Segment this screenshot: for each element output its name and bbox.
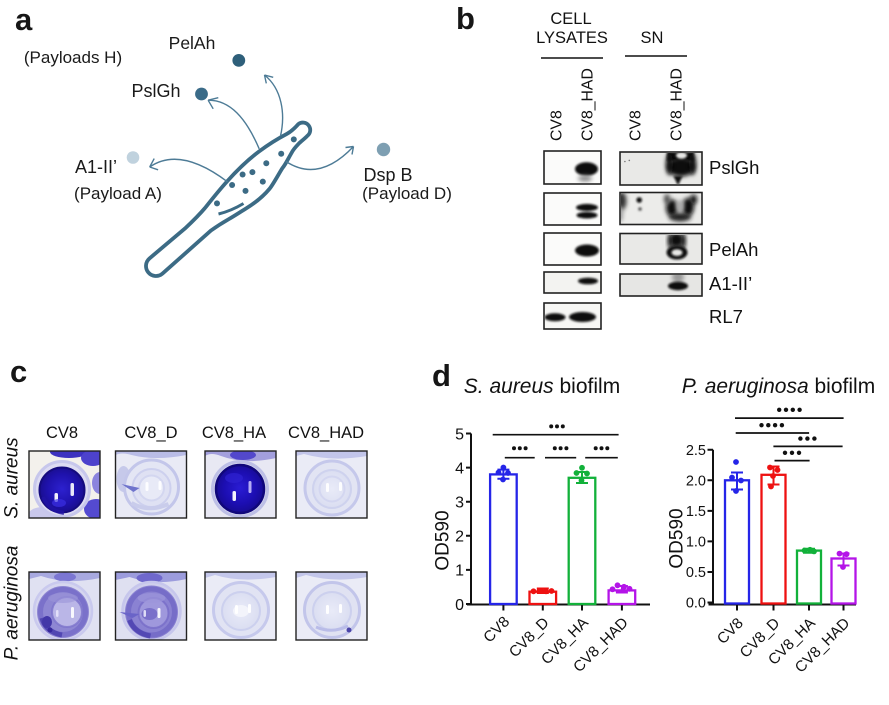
svg-text:1: 1	[455, 563, 464, 580]
svg-text:CV8_HAD: CV8_HAD	[580, 68, 597, 141]
svg-text:4: 4	[455, 460, 464, 477]
svg-text:P. aeruginosa biofilm: P. aeruginosa biofilm	[682, 375, 875, 398]
svg-text:1.5: 1.5	[686, 504, 706, 520]
svg-text:2: 2	[455, 529, 464, 546]
svg-text:PslGh: PslGh	[709, 157, 759, 178]
svg-text:Dsp B: Dsp B	[363, 165, 412, 185]
svg-text:OD590: OD590	[667, 508, 688, 568]
svg-text:CV8_HA: CV8_HA	[202, 424, 266, 442]
svg-text:OD590: OD590	[433, 510, 454, 570]
svg-text:P. aeruginosa: P. aeruginosa	[2, 546, 23, 661]
svg-text:CV8_HAD: CV8_HAD	[288, 424, 364, 442]
svg-text:0.0: 0.0	[686, 596, 706, 612]
svg-text:(Payload A): (Payload A)	[74, 184, 162, 203]
svg-text:RL7: RL7	[709, 306, 743, 327]
svg-text:PslGh: PslGh	[131, 81, 180, 101]
svg-text:b: b	[456, 1, 475, 36]
svg-text:0: 0	[455, 597, 464, 614]
svg-text:CV8_HAD: CV8_HAD	[669, 68, 686, 141]
svg-text:PelAh: PelAh	[169, 33, 216, 53]
svg-text:c: c	[10, 354, 27, 389]
svg-text:CV8: CV8	[549, 110, 566, 141]
svg-text:PelAh: PelAh	[709, 239, 758, 260]
svg-text:LYSATES: LYSATES	[536, 29, 608, 47]
svg-text:S. aureus: S. aureus	[2, 437, 23, 519]
svg-text:0.5: 0.5	[686, 565, 706, 581]
svg-text:d: d	[432, 358, 451, 393]
svg-text:A1-II’: A1-II’	[75, 157, 117, 177]
svg-text:(Payload D): (Payload D)	[362, 184, 452, 203]
svg-text:2.5: 2.5	[686, 443, 706, 459]
svg-text:a: a	[15, 2, 33, 37]
svg-text:A1-II’: A1-II’	[709, 273, 752, 294]
svg-text:S. aureus biofilm: S. aureus biofilm	[464, 375, 620, 398]
svg-text:2.0: 2.0	[686, 474, 706, 490]
svg-text:5: 5	[455, 426, 464, 443]
svg-text:1.0: 1.0	[686, 535, 706, 551]
svg-text:SN: SN	[641, 29, 664, 47]
svg-text:3: 3	[455, 495, 464, 512]
svg-text:CELL: CELL	[550, 10, 591, 28]
svg-text:CV8: CV8	[46, 424, 78, 442]
svg-text:CV8_D: CV8_D	[124, 424, 177, 442]
svg-text:CV8: CV8	[628, 110, 645, 141]
svg-text:(Payloads H): (Payloads H)	[24, 48, 122, 67]
